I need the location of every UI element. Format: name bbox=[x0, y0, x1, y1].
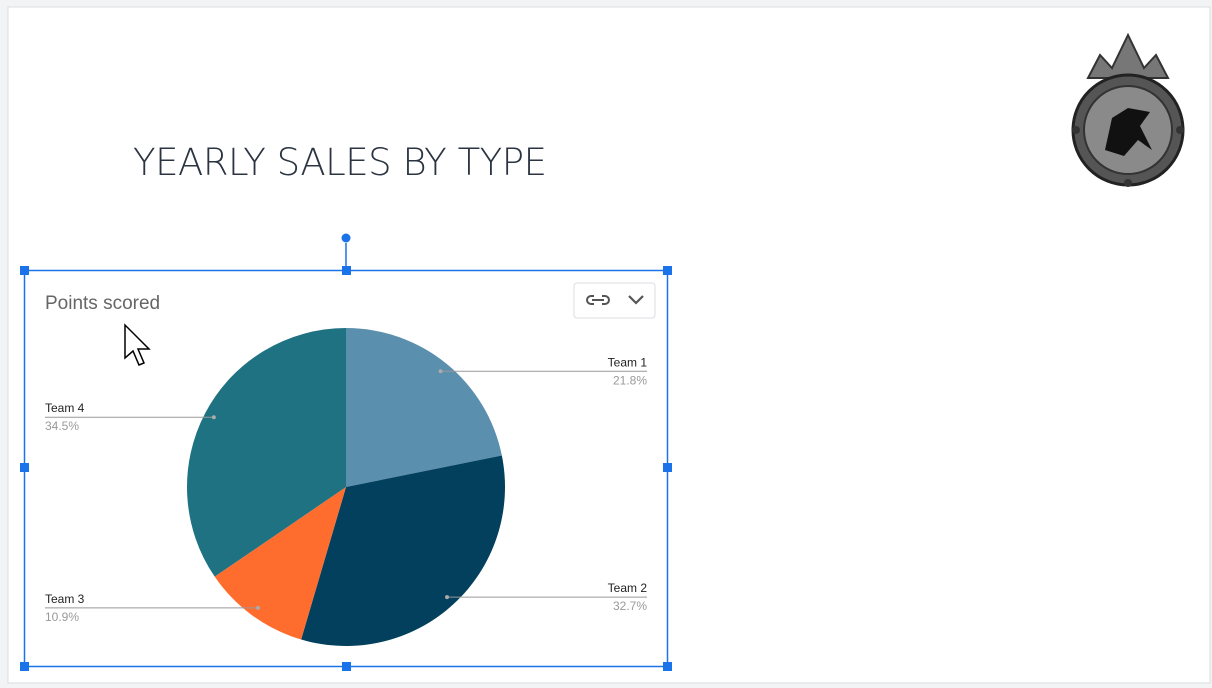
leader-dot bbox=[445, 595, 450, 600]
legend-label: Team 3 bbox=[45, 592, 85, 606]
mouse-cursor bbox=[124, 323, 151, 366]
data-label: 21.8% bbox=[613, 373, 647, 387]
resize-handle[interactable] bbox=[663, 662, 672, 671]
leader-dot bbox=[256, 605, 261, 610]
pie-slice bbox=[186, 328, 346, 577]
legend-label: Team 4 bbox=[45, 401, 85, 415]
chart-title: Points scored bbox=[45, 293, 160, 314]
rotate-handle[interactable] bbox=[341, 233, 351, 243]
resize-handle[interactable] bbox=[342, 266, 351, 275]
leader-dot bbox=[211, 415, 216, 420]
logo[interactable] bbox=[1071, 32, 1185, 187]
selection-frame bbox=[20, 233, 672, 671]
data-label: 34.5% bbox=[45, 419, 79, 433]
pie-slice bbox=[346, 328, 502, 487]
legend-label: Team 2 bbox=[608, 581, 648, 595]
legend-label: Team 1 bbox=[608, 355, 648, 369]
resize-handle[interactable] bbox=[663, 266, 672, 275]
data-label: 32.7% bbox=[613, 599, 647, 613]
resize-handle[interactable] bbox=[20, 463, 29, 472]
link-options-button[interactable] bbox=[573, 282, 656, 319]
slide-title[interactable]: YEARLY SALES BY TYPE bbox=[133, 141, 547, 184]
data-label: 10.9% bbox=[45, 610, 79, 624]
pie-slice bbox=[214, 487, 346, 640]
resize-handle[interactable] bbox=[342, 662, 351, 671]
pie-slice bbox=[301, 455, 505, 646]
leader-dot bbox=[438, 369, 443, 374]
slide[interactable] bbox=[7, 6, 1211, 684]
resize-handle[interactable] bbox=[20, 266, 29, 275]
resize-handle[interactable] bbox=[20, 662, 29, 671]
pie-chart: Team 1 21.8% Team 2 32.7% Team 3 10.9% Team 4 3… bbox=[45, 328, 647, 646]
resize-handle[interactable] bbox=[663, 463, 672, 472]
